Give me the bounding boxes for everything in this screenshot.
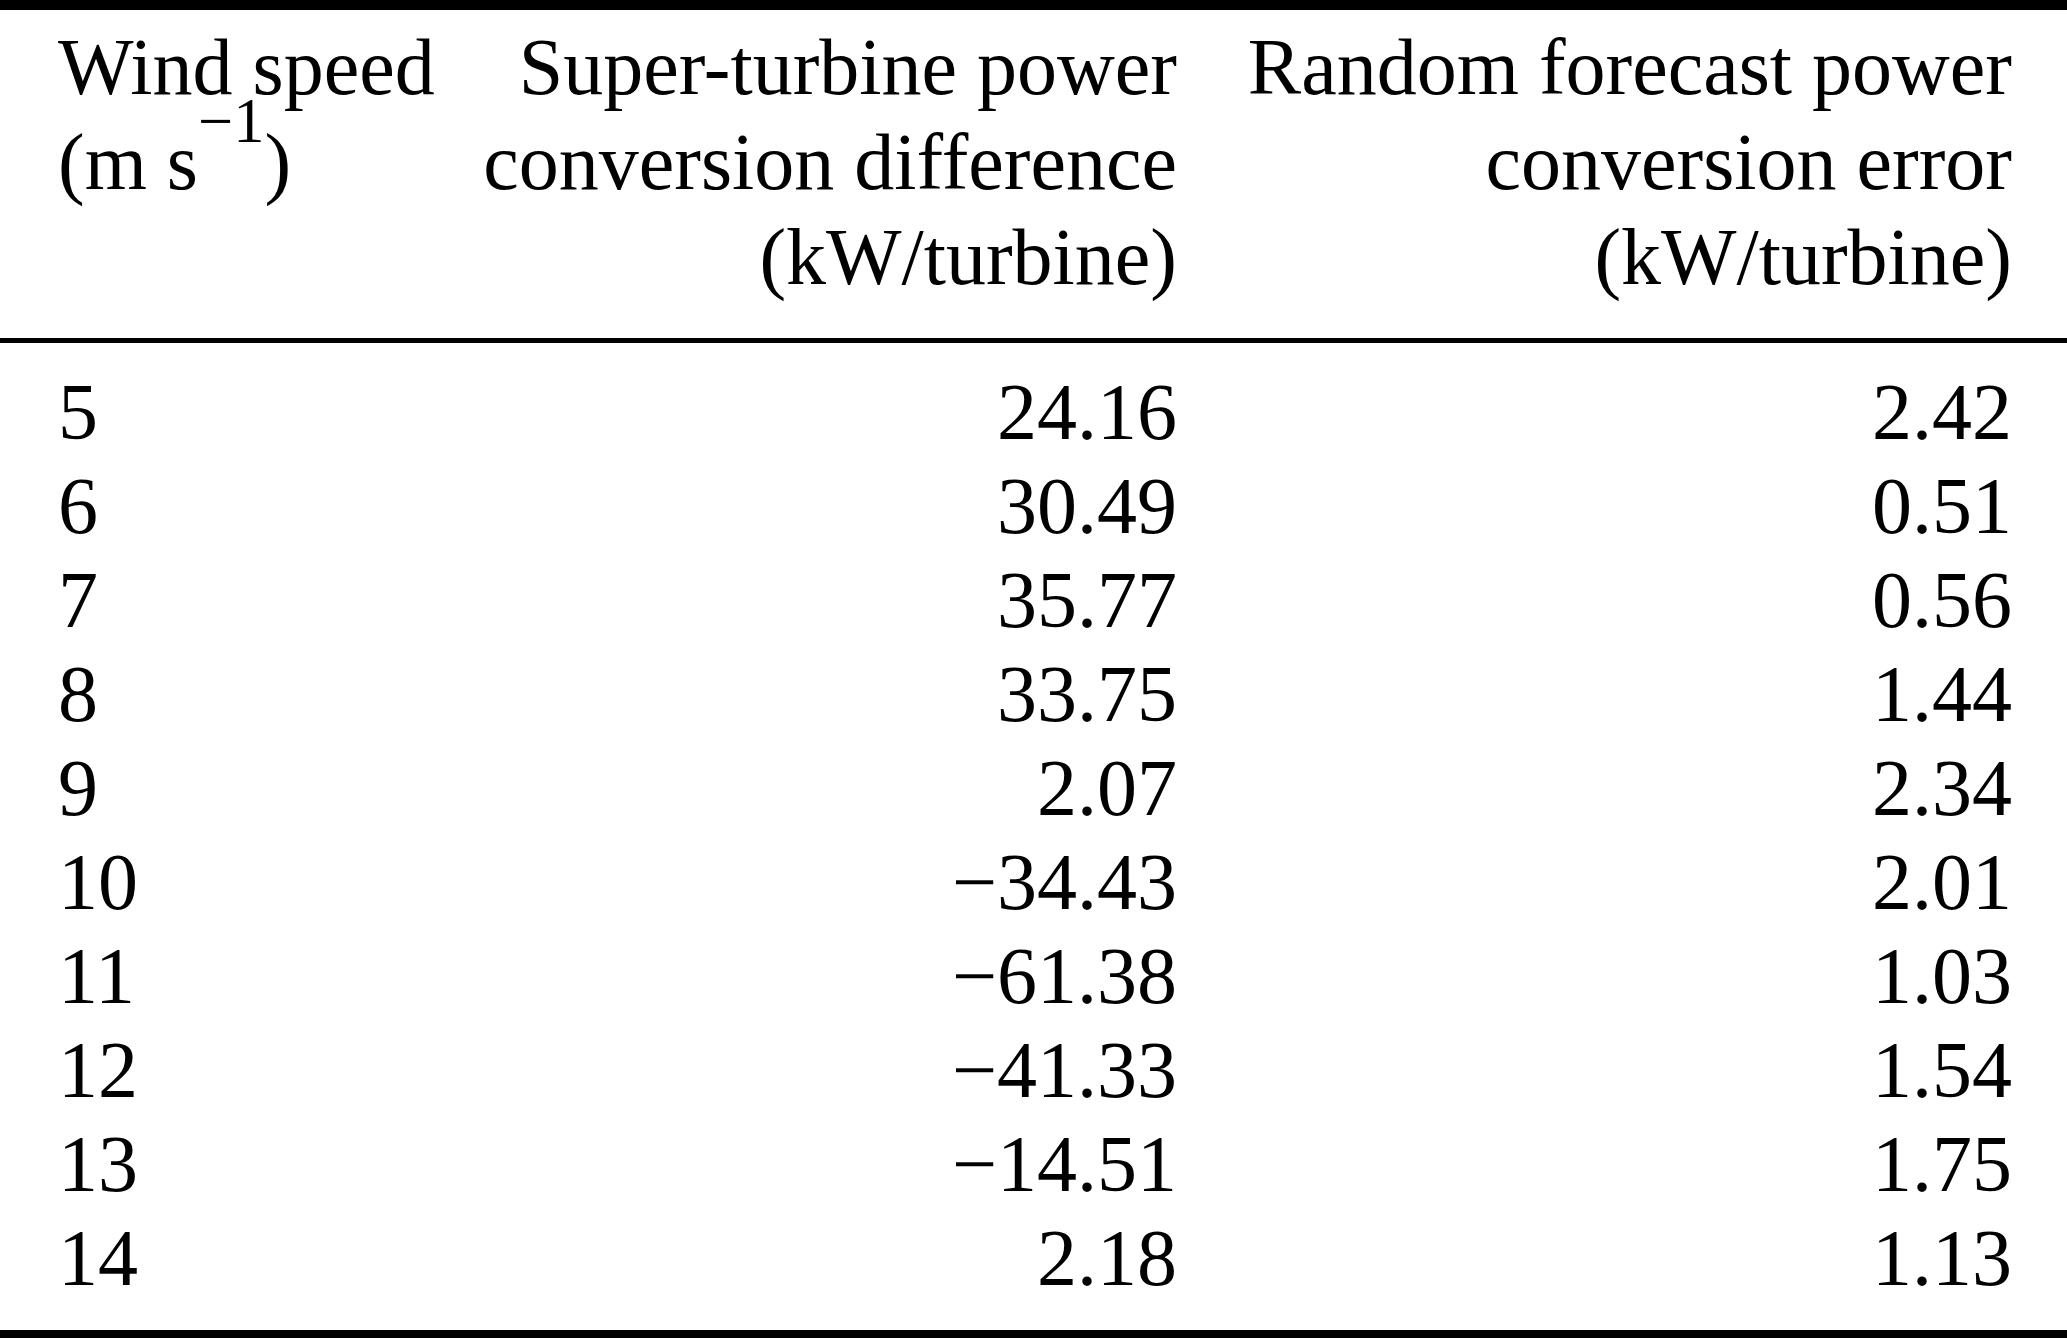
header-col-random-forecast-error: Random forecast power conversion error (… bbox=[1177, 20, 2012, 305]
header-wind-speed-title: Wind speed bbox=[58, 20, 478, 115]
header-col-wind-speed: Wind speed (m s−1) bbox=[58, 20, 478, 305]
cell-super-turbine-difference: 2.07 bbox=[478, 741, 1177, 835]
wind-speed-unit-prefix: (m s bbox=[58, 118, 198, 206]
cell-random-forecast-error: 1.13 bbox=[1177, 1211, 2012, 1305]
header-random-forecast-line2: conversion error bbox=[1177, 115, 2012, 210]
header-super-turbine-line2: conversion difference bbox=[478, 115, 1177, 210]
header-wind-speed-unit: (m s−1) bbox=[58, 115, 478, 210]
cell-wind-speed: 8 bbox=[58, 647, 478, 741]
header-super-turbine-unit: (kW/turbine) bbox=[478, 210, 1177, 305]
cell-super-turbine-difference: 33.75 bbox=[478, 647, 1177, 741]
header-col-super-turbine-difference: Super-turbine power conversion differenc… bbox=[478, 20, 1177, 305]
cell-wind-speed: 14 bbox=[58, 1211, 478, 1305]
cell-wind-speed: 7 bbox=[58, 553, 478, 647]
cell-wind-speed: 5 bbox=[58, 365, 478, 459]
table-header: Wind speed (m s−1) Super-turbine power c… bbox=[0, 20, 2067, 305]
header-random-forecast-line1: Random forecast power bbox=[1177, 20, 2012, 115]
cell-wind-speed: 10 bbox=[58, 835, 478, 929]
cell-wind-speed: 6 bbox=[58, 459, 478, 553]
table-row: 6 30.49 0.51 bbox=[0, 459, 2067, 553]
table-body: 5 24.16 2.42 6 30.49 0.51 7 35.77 0.56 8… bbox=[0, 365, 2067, 1305]
cell-super-turbine-difference: 30.49 bbox=[478, 459, 1177, 553]
cell-super-turbine-difference: −34.43 bbox=[478, 835, 1177, 929]
cell-super-turbine-difference: 35.77 bbox=[478, 553, 1177, 647]
cell-super-turbine-difference: −41.33 bbox=[478, 1023, 1177, 1117]
table-row: 5 24.16 2.42 bbox=[0, 365, 2067, 459]
cell-random-forecast-error: 0.56 bbox=[1177, 553, 2012, 647]
cell-random-forecast-error: 0.51 bbox=[1177, 459, 2012, 553]
table-row: 13 −14.51 1.75 bbox=[0, 1117, 2067, 1211]
table-row: 12 −41.33 1.54 bbox=[0, 1023, 2067, 1117]
cell-random-forecast-error: 1.75 bbox=[1177, 1117, 2012, 1211]
header-random-forecast-unit: (kW/turbine) bbox=[1177, 210, 2012, 305]
cell-random-forecast-error: 2.42 bbox=[1177, 365, 2012, 459]
table-row: 10 −34.43 2.01 bbox=[0, 835, 2067, 929]
header-super-turbine-line1: Super-turbine power bbox=[478, 20, 1177, 115]
cell-super-turbine-difference: 24.16 bbox=[478, 365, 1177, 459]
cell-random-forecast-error: 2.34 bbox=[1177, 741, 2012, 835]
cell-wind-speed: 12 bbox=[58, 1023, 478, 1117]
cell-super-turbine-difference: 2.18 bbox=[478, 1211, 1177, 1305]
wind-speed-unit-superscript: −1 bbox=[198, 86, 264, 155]
table-row: 8 33.75 1.44 bbox=[0, 647, 2067, 741]
table-bottom-rule bbox=[0, 1330, 2067, 1338]
table-row: 9 2.07 2.34 bbox=[0, 741, 2067, 835]
cell-random-forecast-error: 1.44 bbox=[1177, 647, 2012, 741]
cell-super-turbine-difference: −14.51 bbox=[478, 1117, 1177, 1211]
table-row: 14 2.18 1.13 bbox=[0, 1211, 2067, 1305]
cell-wind-speed: 11 bbox=[58, 929, 478, 1023]
cell-super-turbine-difference: −61.38 bbox=[478, 929, 1177, 1023]
table-top-rule bbox=[0, 0, 2067, 10]
cell-random-forecast-error: 1.03 bbox=[1177, 929, 2012, 1023]
table-header-rule bbox=[0, 338, 2067, 343]
cell-wind-speed: 9 bbox=[58, 741, 478, 835]
table-row: 11 −61.38 1.03 bbox=[0, 929, 2067, 1023]
paper-table-page: { "page": { "background_color": "#ffffff… bbox=[0, 0, 2067, 1338]
table-row: 7 35.77 0.56 bbox=[0, 553, 2067, 647]
cell-wind-speed: 13 bbox=[58, 1117, 478, 1211]
cell-random-forecast-error: 1.54 bbox=[1177, 1023, 2012, 1117]
wind-speed-unit-suffix: ) bbox=[264, 118, 291, 206]
cell-random-forecast-error: 2.01 bbox=[1177, 835, 2012, 929]
